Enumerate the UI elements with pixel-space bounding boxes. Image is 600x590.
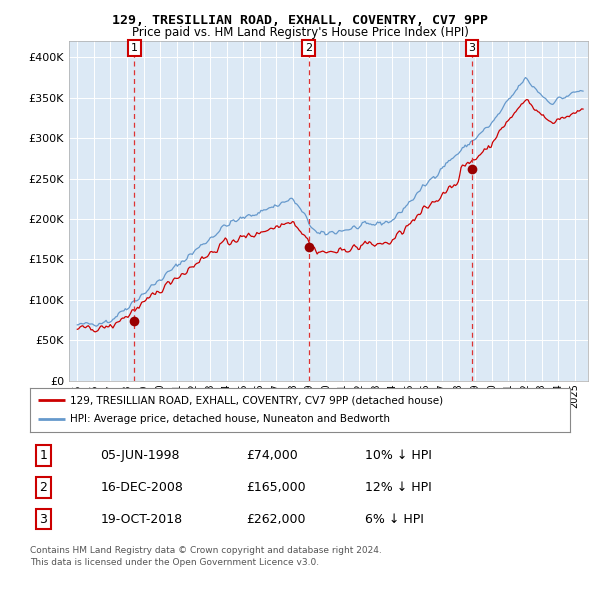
Text: 129, TRESILLIAN ROAD, EXHALL, COVENTRY, CV7 9PP (detached house): 129, TRESILLIAN ROAD, EXHALL, COVENTRY, …	[71, 395, 443, 405]
Text: 2: 2	[305, 43, 313, 53]
Text: 2: 2	[40, 481, 47, 494]
Text: 10% ↓ HPI: 10% ↓ HPI	[365, 449, 431, 462]
Text: 3: 3	[40, 513, 47, 526]
Text: HPI: Average price, detached house, Nuneaton and Bedworth: HPI: Average price, detached house, Nune…	[71, 415, 391, 424]
Text: 12% ↓ HPI: 12% ↓ HPI	[365, 481, 431, 494]
Text: 1: 1	[40, 449, 47, 462]
Text: Price paid vs. HM Land Registry's House Price Index (HPI): Price paid vs. HM Land Registry's House …	[131, 26, 469, 39]
Text: £165,000: £165,000	[246, 481, 305, 494]
Text: £74,000: £74,000	[246, 449, 298, 462]
Text: 129, TRESILLIAN ROAD, EXHALL, COVENTRY, CV7 9PP: 129, TRESILLIAN ROAD, EXHALL, COVENTRY, …	[112, 14, 488, 27]
Text: 16-DEC-2008: 16-DEC-2008	[100, 481, 183, 494]
Text: 1: 1	[131, 43, 138, 53]
Text: 6% ↓ HPI: 6% ↓ HPI	[365, 513, 424, 526]
Text: 3: 3	[469, 43, 475, 53]
Text: 05-JUN-1998: 05-JUN-1998	[100, 449, 180, 462]
Text: 19-OCT-2018: 19-OCT-2018	[100, 513, 182, 526]
Text: £262,000: £262,000	[246, 513, 305, 526]
Text: Contains HM Land Registry data © Crown copyright and database right 2024.
This d: Contains HM Land Registry data © Crown c…	[30, 546, 382, 566]
